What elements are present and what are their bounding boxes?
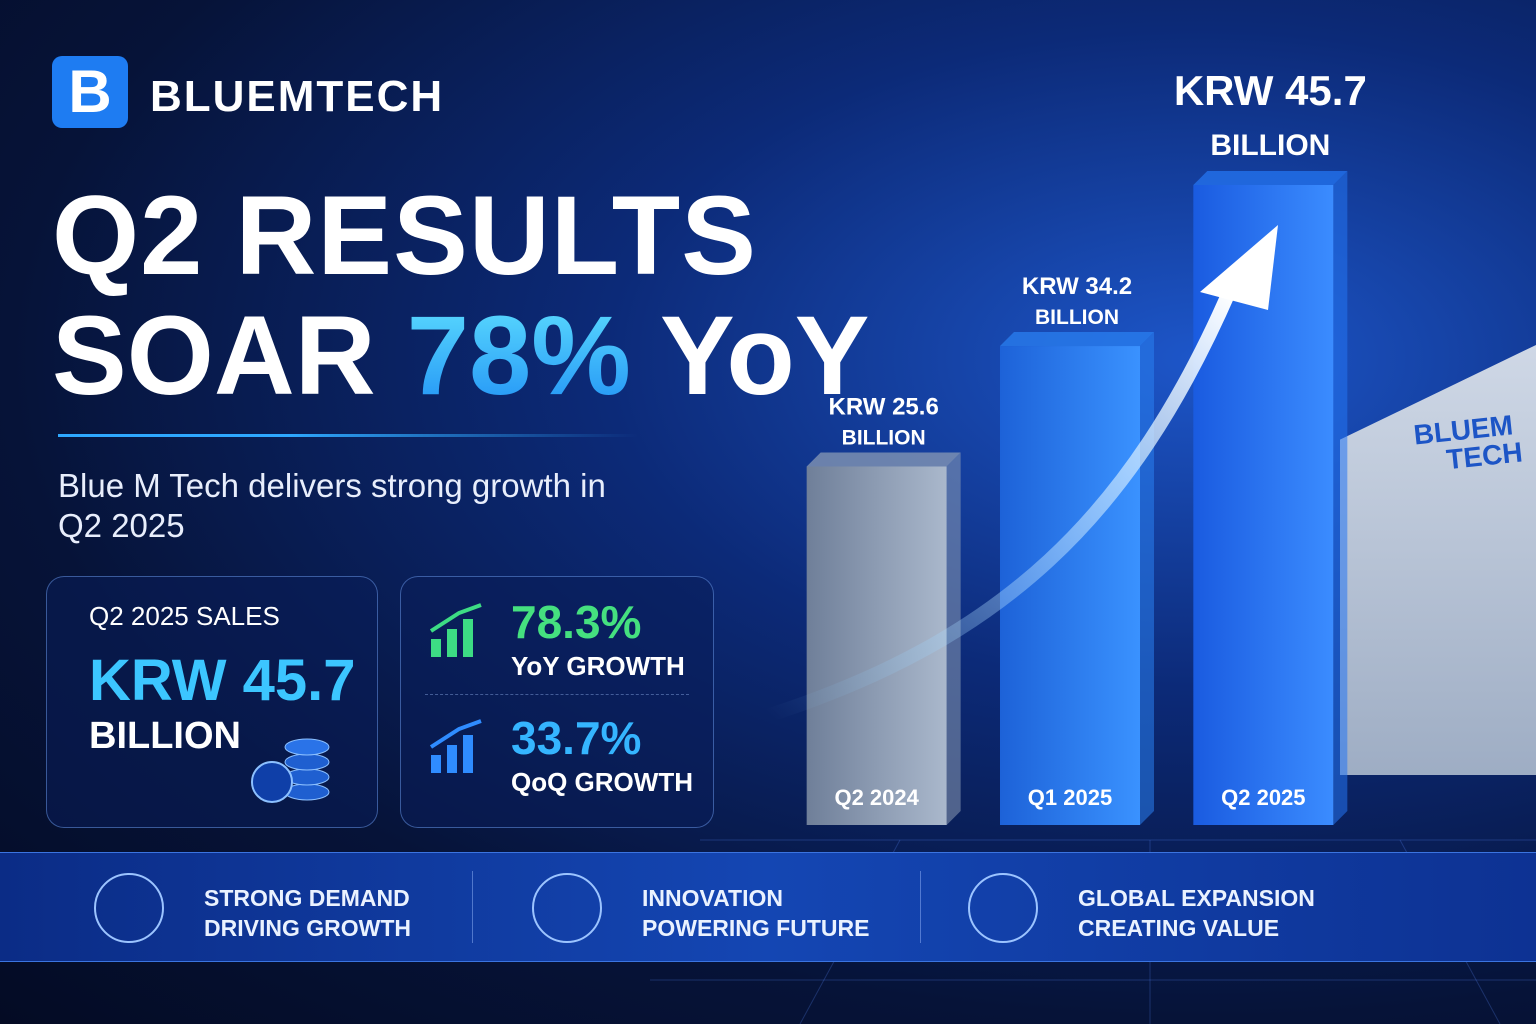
bar-top: [1193, 171, 1348, 185]
growth-arrow: [763, 283, 1237, 722]
value-label: KRW 34.2: [1022, 273, 1132, 300]
sales-card: Q2 2025 SALES KRW 45.7 BILLION: [46, 576, 378, 828]
bar-side: [1140, 332, 1154, 825]
headline-word: YoY: [659, 293, 870, 418]
growth-icon: [429, 603, 482, 657]
growth-card: 78.3% YoY GROWTH 33.7% QoQ GROWTH: [400, 576, 714, 828]
category-label: Q2 2025: [1221, 785, 1305, 810]
growth-value: 78.3%: [511, 596, 642, 648]
feature-icon: [94, 873, 164, 943]
card-label: Q2 2025 SALES: [89, 601, 280, 631]
feature-line: CREATING VALUE: [1078, 915, 1280, 941]
growth-item: 78.3% YoY GROWTH: [511, 595, 685, 682]
separator: [472, 871, 473, 943]
divider: [58, 434, 638, 437]
category-label: Q2 2024: [834, 785, 919, 810]
feature-icon: [532, 873, 602, 943]
feature-line: INNOVATION: [642, 885, 783, 911]
feature-band: STRONG DEMAND DRIVING GROWTH INNOVATION PO…: [0, 852, 1536, 962]
svg-text:B: B: [68, 58, 111, 125]
separator: [920, 871, 921, 943]
growth-label: QoQ GROWTH: [511, 767, 693, 797]
feature-line: POWERING FUTURE: [642, 915, 870, 941]
growth-label: YoY GROWTH: [511, 651, 685, 681]
feature-line: DRIVING GROWTH: [204, 915, 411, 941]
growth-item: 33.7% QoQ GROWTH: [511, 711, 693, 798]
logo: B: [52, 56, 128, 128]
headline-word: SOAR: [52, 293, 376, 418]
bars: KRW 25.6 BILLION Q2 2024 KRW 34.2 BILLION Q1 …: [806, 67, 1367, 825]
value-label: KRW 25.6: [829, 393, 939, 420]
feature-text: GLOBAL EXPANSION CREATING VALUE: [1078, 883, 1315, 943]
value-unit: BILLION: [1210, 129, 1330, 162]
headline-highlight: 78%: [406, 293, 631, 418]
bar-top: [1000, 332, 1154, 347]
bar-top: [806, 452, 961, 467]
feature-text: INNOVATION POWERING FUTURE: [642, 883, 869, 943]
headline: Q2 RESULTS: [52, 173, 757, 298]
subtitle: Blue M Tech delivers strong growth in Q2…: [58, 467, 606, 544]
value-label: KRW 45.7: [1174, 67, 1367, 114]
bar-side: [1333, 171, 1348, 825]
value-unit: BILLION: [842, 426, 926, 449]
feature-text: STRONG DEMAND DRIVING GROWTH: [204, 883, 411, 943]
value-unit: BILLION: [1035, 306, 1119, 329]
separator: [425, 694, 689, 695]
headline: SOAR 78% YoY: [52, 300, 870, 412]
coins-icon: [251, 738, 330, 803]
feature-line: GLOBAL EXPANSION: [1078, 885, 1315, 911]
card-value: KRW 45.7: [89, 648, 356, 713]
growth-icon: [429, 719, 482, 773]
feature-icon: [968, 873, 1038, 943]
growth-value: 33.7%: [511, 712, 642, 764]
feature-line: STRONG DEMAND: [204, 885, 410, 911]
card-unit: BILLION: [89, 715, 241, 757]
category-label: Q1 2025: [1028, 785, 1112, 810]
brand: BLUEMTECH: [150, 72, 445, 121]
arrow-head: [1200, 225, 1278, 310]
